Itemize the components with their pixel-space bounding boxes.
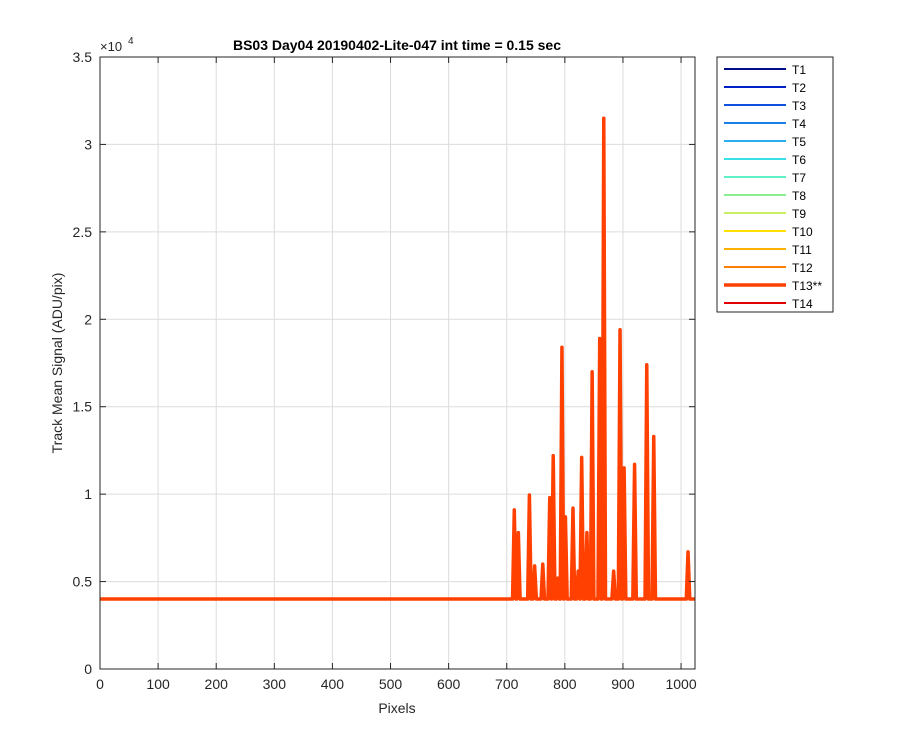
legend-label: T14	[792, 297, 813, 311]
x-tick-label: 700	[495, 676, 519, 692]
y-tick-label: 3	[84, 136, 92, 152]
y-axis-ticks: 0 0.5 1 1.5 2 2.5 3 3.5	[73, 49, 695, 677]
plot-background	[100, 57, 695, 669]
legend-label: T6	[792, 153, 806, 167]
legend-label: T9	[792, 207, 806, 221]
legend-box	[716, 56, 834, 313]
x-tick-label: 1000	[665, 676, 696, 692]
y-tick-label: 3.5	[73, 49, 93, 65]
legend-label: T10	[792, 225, 813, 239]
legend-label: T4	[792, 117, 806, 131]
legend-label: T5	[792, 135, 806, 149]
y-tick-label: 2	[84, 311, 92, 327]
legend: T1 T2 T3 T4 T5 T6 T7 T8 T9 T10 T11 T12 T13** T14	[716, 56, 834, 313]
legend-label: T8	[792, 189, 806, 203]
x-tick-label: 800	[553, 676, 577, 692]
legend-label: T3	[792, 99, 806, 113]
y-tick-label: 1.5	[73, 399, 93, 415]
y-exponent-power: 4	[128, 36, 134, 47]
legend-label: T1	[792, 63, 806, 77]
legend-label: T13**	[792, 279, 822, 293]
x-tick-label: 600	[437, 676, 461, 692]
legend-items: T1 T2 T3 T4 T5 T6 T7 T8 T9 T10 T11 T12 T13** T14	[724, 63, 822, 311]
legend-label: T7	[792, 171, 806, 185]
y-exponent-base: ×10	[100, 39, 122, 54]
x-axis-label: Pixels	[378, 700, 415, 716]
x-tick-label: 300	[263, 676, 287, 692]
legend-label: T2	[792, 81, 806, 95]
y-axis-label: Track Mean Signal (ADU/pix)	[49, 273, 65, 454]
legend-label: T11	[792, 243, 812, 257]
x-tick-label: 400	[321, 676, 345, 692]
y-tick-label: 0.5	[73, 574, 93, 590]
plot-frame	[99, 56, 696, 670]
x-tick-label: 200	[205, 676, 229, 692]
x-tick-label: 100	[146, 676, 170, 692]
x-tick-label: 0	[96, 676, 104, 692]
legend-label: T12	[792, 261, 813, 275]
x-tick-label: 900	[611, 676, 635, 692]
series-lines	[100, 116, 695, 601]
series-line-t13	[100, 116, 695, 601]
y-tick-label: 0	[84, 661, 92, 677]
y-tick-label: 1	[84, 486, 92, 502]
x-axis-ticks: 0 100 200 300 400 500 600 700 800 900 1000	[96, 57, 697, 692]
y-tick-label: 2.5	[73, 224, 93, 240]
x-tick-label: 500	[379, 676, 403, 692]
chart-title: BS03 Day04 20190402-Lite-047 int time = …	[233, 37, 561, 53]
